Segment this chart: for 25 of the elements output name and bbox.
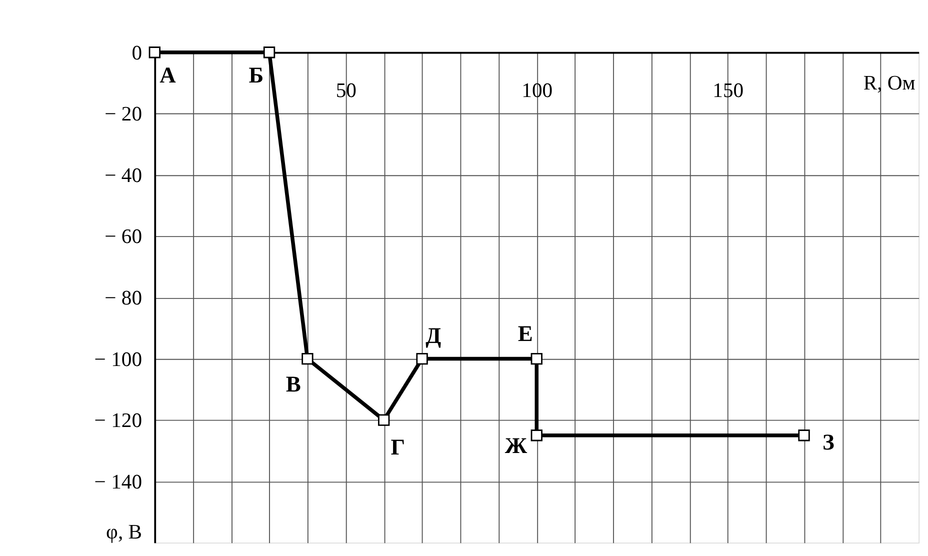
y-tick-label: − 140 bbox=[94, 471, 142, 494]
annotation: В bbox=[286, 372, 301, 397]
y-tick-label: − 60 bbox=[104, 226, 142, 248]
point bbox=[530, 430, 542, 442]
annotation: Ж bbox=[504, 433, 528, 458]
annotation: Б bbox=[248, 62, 264, 88]
point bbox=[798, 430, 810, 442]
y-tick-label: − 80 bbox=[104, 288, 142, 310]
y-tick-label: 0 bbox=[132, 42, 142, 64]
y-tick-label: − 20 bbox=[104, 104, 142, 126]
point bbox=[378, 414, 390, 426]
annotation: А bbox=[160, 62, 177, 88]
y-tick-label: − 100 bbox=[94, 348, 142, 371]
annotation: Д bbox=[426, 322, 442, 348]
point bbox=[263, 46, 276, 58]
annotation: З bbox=[822, 429, 834, 454]
point bbox=[416, 352, 428, 365]
annotation: Е bbox=[518, 320, 533, 346]
y-tick-label: − 120 bbox=[94, 410, 142, 432]
y-axis-title: φ, В bbox=[106, 521, 142, 544]
point bbox=[148, 46, 161, 58]
point bbox=[302, 352, 314, 365]
point bbox=[530, 352, 542, 365]
annotation: Г bbox=[390, 434, 406, 460]
y-tick-label: − 40 bbox=[104, 164, 142, 187]
